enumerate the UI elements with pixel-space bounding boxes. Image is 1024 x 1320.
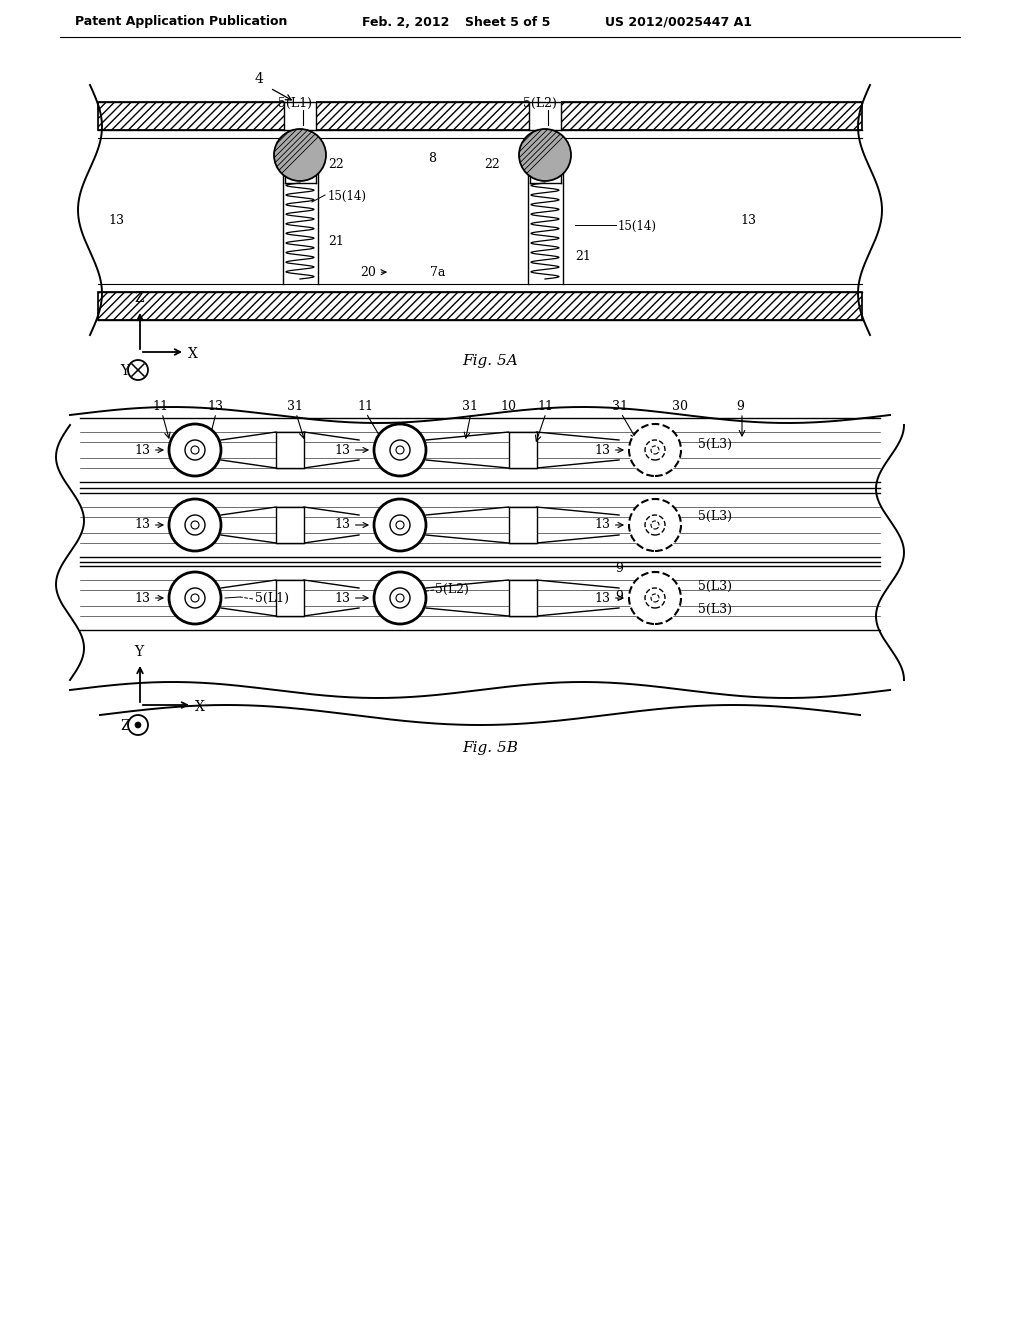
Text: X: X (188, 347, 198, 360)
Circle shape (169, 572, 221, 624)
Bar (98, 292, 862, 319)
Circle shape (645, 587, 665, 609)
Circle shape (651, 594, 659, 602)
Circle shape (396, 521, 404, 529)
Bar (284, 100, 316, 129)
Bar (276, 579, 304, 616)
Circle shape (135, 722, 141, 729)
Text: 13: 13 (207, 400, 223, 413)
Circle shape (191, 446, 199, 454)
Circle shape (645, 515, 665, 535)
Circle shape (191, 521, 199, 529)
Text: Fig. 5A: Fig. 5A (462, 354, 518, 368)
Circle shape (651, 446, 659, 454)
Bar (276, 432, 304, 469)
Text: 5(L2): 5(L2) (435, 583, 469, 597)
Text: X: X (195, 700, 205, 714)
Text: 13: 13 (334, 519, 368, 532)
Text: 13: 13 (594, 591, 623, 605)
Text: 5(L3): 5(L3) (698, 579, 732, 593)
Text: 20: 20 (360, 267, 386, 279)
Text: 13: 13 (134, 519, 163, 532)
Text: Fig. 5B: Fig. 5B (462, 741, 518, 755)
Text: 9: 9 (615, 562, 623, 576)
Circle shape (374, 572, 426, 624)
Text: 31: 31 (612, 400, 628, 413)
Text: 15(14): 15(14) (618, 220, 657, 234)
Text: 13: 13 (334, 591, 368, 605)
Circle shape (128, 715, 148, 735)
Circle shape (169, 424, 221, 477)
Circle shape (390, 587, 410, 609)
Text: 13: 13 (740, 214, 756, 227)
Text: 9: 9 (736, 400, 744, 413)
Text: 5(L3): 5(L3) (698, 438, 732, 451)
Text: 13: 13 (594, 444, 623, 457)
Circle shape (374, 499, 426, 550)
Text: 21: 21 (328, 235, 344, 248)
Bar (509, 507, 537, 543)
Text: 5(L3): 5(L3) (698, 603, 732, 616)
Bar (98, 102, 862, 129)
Text: 22: 22 (328, 158, 344, 172)
Circle shape (274, 129, 326, 181)
Text: 31: 31 (462, 400, 478, 413)
Bar (529, 100, 561, 129)
Bar (509, 579, 537, 616)
Circle shape (128, 360, 148, 380)
Text: Patent Application Publication: Patent Application Publication (75, 16, 288, 29)
Text: 8: 8 (428, 152, 436, 165)
Text: Sheet 5 of 5: Sheet 5 of 5 (465, 16, 550, 29)
Circle shape (390, 515, 410, 535)
Circle shape (629, 499, 681, 550)
Text: Z: Z (134, 290, 143, 305)
Circle shape (185, 515, 205, 535)
Circle shape (629, 572, 681, 624)
Circle shape (396, 446, 404, 454)
Circle shape (396, 594, 404, 602)
Circle shape (629, 424, 681, 477)
Text: 11: 11 (537, 400, 553, 413)
Text: 13: 13 (134, 444, 163, 457)
Text: 10: 10 (500, 400, 516, 413)
Text: Y: Y (120, 364, 129, 378)
Text: Feb. 2, 2012: Feb. 2, 2012 (362, 16, 450, 29)
Text: 5(L3): 5(L3) (698, 510, 732, 523)
Text: 11: 11 (357, 400, 373, 413)
Bar (98, 292, 862, 319)
Text: 13: 13 (594, 519, 623, 532)
Text: 21: 21 (575, 249, 591, 263)
Circle shape (169, 499, 221, 550)
Text: Z: Z (120, 719, 130, 733)
Text: 13: 13 (134, 591, 163, 605)
Bar (276, 507, 304, 543)
Circle shape (651, 521, 659, 529)
Text: 9: 9 (615, 590, 623, 603)
Circle shape (185, 587, 205, 609)
Text: 13: 13 (334, 444, 368, 457)
Bar (98, 102, 862, 129)
Text: US 2012/0025447 A1: US 2012/0025447 A1 (605, 16, 752, 29)
Circle shape (191, 594, 199, 602)
Text: 7a: 7a (430, 267, 445, 279)
Circle shape (390, 440, 410, 459)
Text: 30: 30 (672, 400, 688, 413)
Text: 5(L1): 5(L1) (255, 591, 289, 605)
Circle shape (374, 424, 426, 477)
Text: 15(14): 15(14) (328, 190, 367, 203)
Circle shape (519, 129, 571, 181)
Bar (509, 432, 537, 469)
Circle shape (185, 440, 205, 459)
Text: 13: 13 (108, 214, 124, 227)
Text: 11: 11 (152, 400, 168, 413)
Circle shape (645, 440, 665, 459)
Text: 31: 31 (287, 400, 303, 413)
Text: 5(L1): 5(L1) (278, 96, 312, 110)
Text: 4: 4 (255, 73, 264, 86)
Text: Y: Y (134, 645, 143, 659)
Text: 5(L2): 5(L2) (523, 96, 557, 110)
Text: 22: 22 (484, 158, 500, 172)
